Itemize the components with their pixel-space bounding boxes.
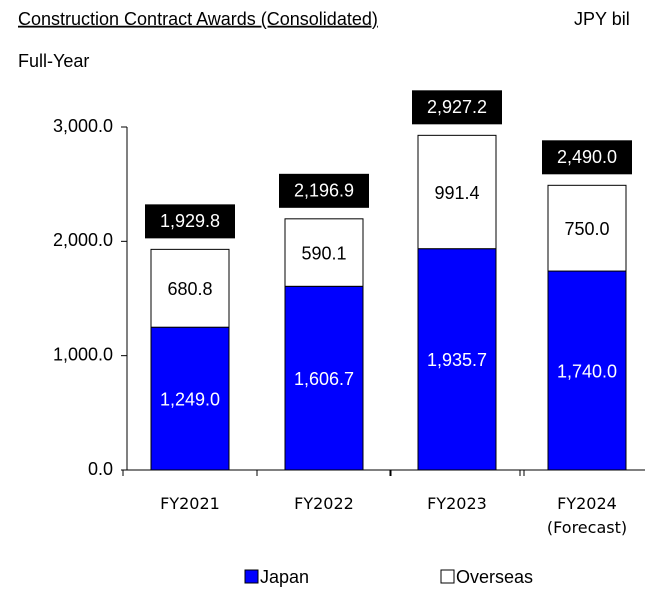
value-label: 680.8 <box>167 279 212 299</box>
bar-segment <box>547 184 627 272</box>
unit-label: JPY bil <box>574 9 630 29</box>
total-box <box>145 204 235 239</box>
y-tick-label: 2,000.0 <box>53 230 113 250</box>
value-label: 1,740.0 <box>557 361 617 381</box>
y-tick-label: 3,000.0 <box>53 116 113 136</box>
chart-title: Construction Contract Awards (Consolidat… <box>18 9 378 29</box>
bar-segment <box>150 248 230 328</box>
bar-segment <box>547 270 627 471</box>
total-label: 1,929.8 <box>160 211 220 231</box>
x-tick-label: FY2022 <box>294 494 354 513</box>
y-tick-label: 1,000.0 <box>53 344 113 364</box>
legend-label: Japan <box>260 567 309 587</box>
bar-segment <box>417 248 497 471</box>
legend-swatch <box>440 569 455 584</box>
value-label: 1,249.0 <box>160 389 220 409</box>
y-tick-label: 0.0 <box>88 459 113 479</box>
legend-label: Overseas <box>456 567 533 587</box>
chart-subtitle: Full-Year <box>18 51 89 71</box>
total-box <box>279 173 369 208</box>
value-label: 991.4 <box>434 183 479 203</box>
bar-segment <box>284 218 364 287</box>
x-tick-label: FY2023 <box>427 494 487 513</box>
x-tick-label: FY2021 <box>160 494 220 513</box>
legend-swatch <box>244 569 259 584</box>
bar-segment <box>150 326 230 471</box>
total-label: 2,490.0 <box>557 147 617 167</box>
total-box <box>542 140 632 175</box>
total-label: 2,196.9 <box>294 181 354 201</box>
total-label: 2,927.2 <box>427 97 487 117</box>
value-label: 590.1 <box>301 243 346 263</box>
total-box <box>412 90 502 125</box>
value-label: 1,606.7 <box>294 369 354 389</box>
x-tick-label: FY2024 (Forecast) <box>546 494 628 537</box>
bar-segment <box>417 134 497 250</box>
value-label: 750.0 <box>564 219 609 239</box>
bar-segment <box>284 285 364 471</box>
value-label: 1,935.7 <box>427 350 487 370</box>
